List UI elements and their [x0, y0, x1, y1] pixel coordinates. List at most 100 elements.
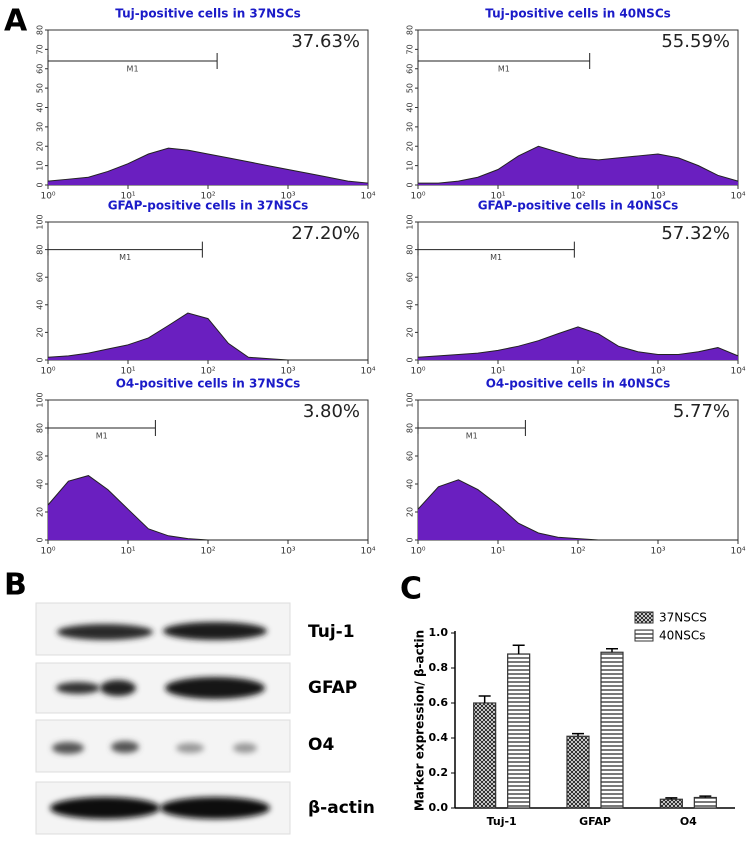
x-tick-label: GFAP	[579, 815, 611, 828]
gate-marker	[417, 53, 591, 69]
x-tick-label: 10³	[650, 367, 665, 377]
error-bar	[606, 648, 618, 653]
bar	[659, 798, 683, 809]
x-tick-label: 10⁴	[360, 192, 375, 202]
hist-title: Tuj-positive cells in 40NSCs	[485, 7, 671, 21]
x-tick-label: Tuj-1	[487, 815, 517, 828]
histogram-outline	[47, 147, 369, 184]
percentage: 55.59%	[661, 31, 730, 52]
y-tick-label: 20	[406, 507, 415, 517]
y-tick-label: 40	[36, 300, 45, 310]
hist-title: Tuj-positive cells in 37NSCs	[115, 7, 301, 21]
x-tick-label: 10²	[570, 367, 585, 377]
panel-label: B	[4, 568, 27, 603]
hist-title: GFAP-positive cells in 40NSCs	[478, 199, 679, 213]
y-tick-label: 1.0	[429, 626, 449, 639]
y-tick-label: 0	[406, 182, 415, 187]
blot-band	[160, 797, 270, 819]
histogram-outline	[417, 326, 739, 358]
area-fill	[418, 146, 738, 185]
x-tick-label: 10⁴	[360, 367, 375, 377]
y-tick-label: 40	[406, 300, 415, 310]
blot-label: β-actin	[308, 798, 375, 818]
y-tick-label: 0.6	[429, 696, 449, 709]
y-tick-label: 0.0	[429, 801, 449, 814]
area-fill	[418, 326, 738, 360]
y-tick-label: 80	[406, 245, 415, 255]
y-tick-label: 60	[36, 451, 45, 461]
y-tick-label: 10	[406, 161, 415, 171]
error-bar	[665, 797, 678, 800]
y-tick-label: 50	[36, 83, 45, 93]
x-tick-label: 10²	[570, 547, 585, 557]
y-tick-label: 0.8	[429, 661, 449, 674]
percentage: 27.20%	[291, 223, 360, 244]
area-fill	[48, 313, 368, 360]
y-tick-label: 80	[36, 245, 45, 255]
legend-swatch	[634, 629, 654, 642]
bar	[693, 796, 717, 809]
percentage: 5.77%	[673, 401, 730, 422]
gate-marker	[47, 420, 156, 436]
y-tick-label: 40	[36, 479, 45, 489]
gate-label: M1	[490, 253, 502, 262]
blot-band	[111, 741, 139, 753]
blot-band	[50, 797, 160, 819]
y-axis-title: Marker expression/ β-actin	[413, 630, 427, 811]
gate-marker	[47, 241, 203, 258]
x-tick-label: 10⁴	[730, 367, 745, 377]
percentage: 57.32%	[661, 223, 730, 244]
x-tick-label: 10⁰	[410, 192, 425, 202]
y-tick-label: 40	[36, 102, 45, 112]
y-tick-label: 40	[406, 479, 415, 489]
histogram-outline	[418, 145, 739, 184]
blot-label: Tuj-1	[308, 622, 355, 642]
blot-band	[165, 677, 265, 699]
y-tick-label: 20	[406, 327, 415, 337]
blot-label: O4	[308, 735, 334, 755]
y-tick-label: 60	[36, 64, 45, 74]
y-tick-label: 20	[36, 327, 45, 337]
error-bar	[512, 644, 525, 654]
y-tick-label: 20	[36, 507, 45, 517]
x-tick-label: 10¹	[120, 192, 135, 202]
area-fill	[48, 475, 368, 540]
histogram-outline	[47, 475, 368, 541]
x-tick-label: 10⁴	[730, 192, 745, 202]
percentage: 3.80%	[303, 401, 360, 422]
gate-label: M1	[466, 432, 478, 441]
legend-label: 37NSCS	[659, 611, 707, 625]
gate-label: M1	[96, 432, 108, 441]
blot-band	[100, 680, 136, 696]
x-tick-label: 10¹	[490, 367, 505, 377]
y-tick-label: 100	[36, 214, 45, 229]
blot-label: GFAP	[308, 678, 357, 698]
blot-band	[233, 743, 257, 753]
histogram-outline	[417, 479, 738, 541]
y-tick-label: 60	[406, 64, 415, 74]
x-tick-label: 10³	[280, 192, 295, 202]
x-tick-label: 10¹	[490, 192, 505, 202]
x-tick-label: 10⁰	[40, 192, 55, 202]
area-fill	[418, 479, 738, 540]
hist-title: O4-positive cells in 40NSCs	[486, 377, 671, 391]
y-tick-label: 100	[406, 392, 415, 407]
x-tick-label: 10³	[280, 547, 295, 557]
hist-title: GFAP-positive cells in 37NSCs	[108, 199, 309, 213]
y-tick-label: 80	[36, 25, 45, 35]
x-tick-label: 10²	[200, 192, 215, 202]
y-tick-label: 60	[406, 451, 415, 461]
y-tick-label: 70	[36, 44, 45, 54]
error-bar	[699, 795, 712, 798]
y-tick-label: 0	[36, 357, 45, 362]
blot-band	[163, 622, 267, 640]
y-tick-label: 20	[406, 141, 415, 151]
bar	[566, 735, 590, 809]
y-tick-label: 80	[406, 423, 415, 433]
x-tick-label: 10¹	[490, 547, 505, 557]
gate-label: M1	[498, 65, 510, 74]
y-tick-label: 60	[406, 272, 415, 282]
y-tick-label: 80	[36, 423, 45, 433]
bar	[600, 651, 624, 809]
